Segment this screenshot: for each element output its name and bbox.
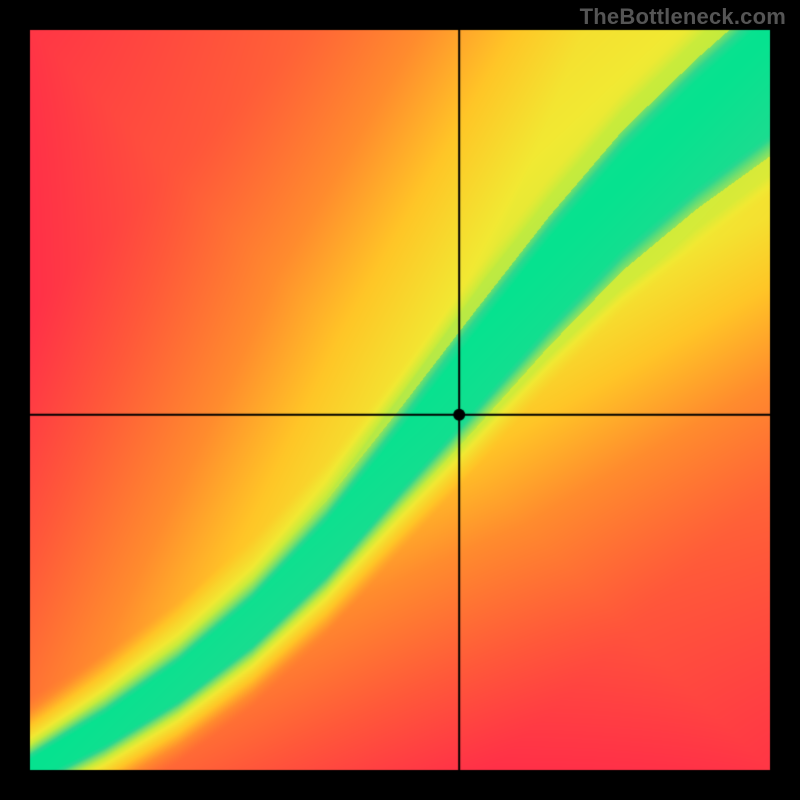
chart-container: TheBottleneck.com xyxy=(0,0,800,800)
bottleneck-heatmap xyxy=(0,0,800,800)
watermark: TheBottleneck.com xyxy=(580,4,786,30)
